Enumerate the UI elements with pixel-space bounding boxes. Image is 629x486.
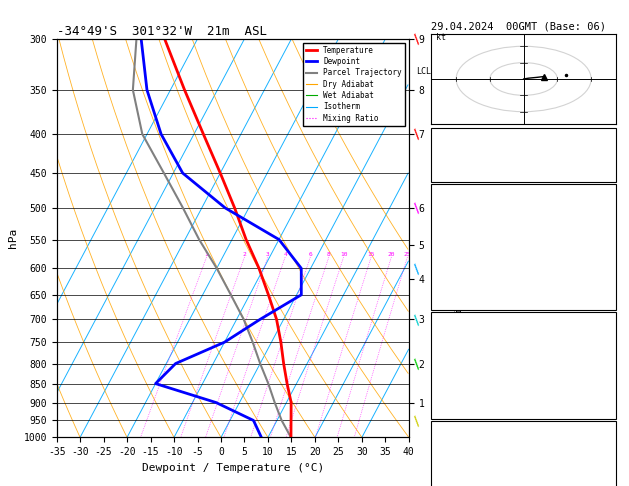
Text: 15: 15 [367, 252, 375, 257]
Text: 0: 0 [608, 277, 614, 287]
Text: kt: kt [436, 33, 446, 42]
Text: K: K [435, 131, 440, 141]
Text: CAPE (J): CAPE (J) [435, 387, 482, 397]
Text: 29.04.2024  00GMT (Base: 06): 29.04.2024 00GMT (Base: 06) [431, 22, 606, 32]
Text: CAPE (J): CAPE (J) [435, 277, 482, 287]
Text: /: / [409, 32, 424, 46]
Text: Most Unstable: Most Unstable [486, 315, 562, 325]
Text: 6: 6 [308, 252, 312, 257]
Text: /: / [409, 201, 424, 215]
Text: 0: 0 [608, 295, 614, 305]
Text: θₑ(K): θₑ(K) [435, 241, 464, 251]
Text: 8: 8 [608, 369, 614, 379]
Text: CIN (J): CIN (J) [435, 405, 476, 415]
Text: 3: 3 [266, 252, 270, 257]
Text: θₑ (K): θₑ (K) [435, 351, 470, 361]
Text: 5: 5 [608, 131, 614, 141]
Text: LCL: LCL [416, 68, 431, 76]
Text: Pressure (mb): Pressure (mb) [435, 333, 511, 343]
Text: 4: 4 [283, 252, 287, 257]
Text: Lifted Index: Lifted Index [435, 259, 505, 269]
Text: SREH: SREH [435, 461, 458, 471]
Text: 25: 25 [602, 461, 614, 471]
Text: -84: -84 [596, 443, 614, 453]
Text: Lifted Index: Lifted Index [435, 369, 505, 379]
Text: 25: 25 [404, 252, 411, 257]
Text: Temp (°C): Temp (°C) [435, 205, 487, 215]
Text: EH: EH [435, 443, 447, 453]
Text: Dewp (°C): Dewp (°C) [435, 223, 487, 233]
Text: Totals Totals: Totals Totals [435, 149, 511, 159]
Text: Hodograph: Hodograph [497, 425, 550, 435]
Text: -34°49'S  301°32'W  21m  ASL: -34°49'S 301°32'W 21m ASL [57, 25, 267, 38]
Text: /: / [409, 261, 424, 276]
Text: 1.46: 1.46 [591, 167, 614, 177]
Text: 750: 750 [596, 333, 614, 343]
Text: 8.6: 8.6 [596, 223, 614, 233]
Text: 10: 10 [340, 252, 347, 257]
Text: 24: 24 [602, 149, 614, 159]
Text: Mixing Ratio (g/kg): Mixing Ratio (g/kg) [455, 227, 464, 329]
Text: /: / [409, 356, 424, 371]
Y-axis label: hPa: hPa [8, 228, 18, 248]
Text: 2: 2 [243, 252, 247, 257]
Text: PW (cm): PW (cm) [435, 167, 476, 177]
Text: 9: 9 [608, 259, 614, 269]
Text: 8: 8 [327, 252, 331, 257]
Text: StmDir: StmDir [435, 479, 470, 486]
Legend: Temperature, Dewpoint, Parcel Trajectory, Dry Adiabat, Wet Adiabat, Isotherm, Mi: Temperature, Dewpoint, Parcel Trajectory… [303, 43, 405, 125]
Text: 308: 308 [596, 351, 614, 361]
Text: 306: 306 [596, 241, 614, 251]
Text: 0: 0 [608, 387, 614, 397]
Text: 302°: 302° [591, 479, 614, 486]
Text: CIN (J): CIN (J) [435, 295, 476, 305]
Text: /: / [409, 127, 424, 141]
Text: 0: 0 [608, 405, 614, 415]
Text: 1: 1 [204, 252, 208, 257]
Text: /: / [409, 312, 424, 327]
Text: 14.9: 14.9 [591, 205, 614, 215]
Text: Surface: Surface [503, 187, 544, 197]
X-axis label: Dewpoint / Temperature (°C): Dewpoint / Temperature (°C) [142, 463, 324, 473]
Text: /: / [409, 413, 424, 428]
Y-axis label: km
ASL: km ASL [441, 227, 459, 249]
Text: 20: 20 [387, 252, 395, 257]
